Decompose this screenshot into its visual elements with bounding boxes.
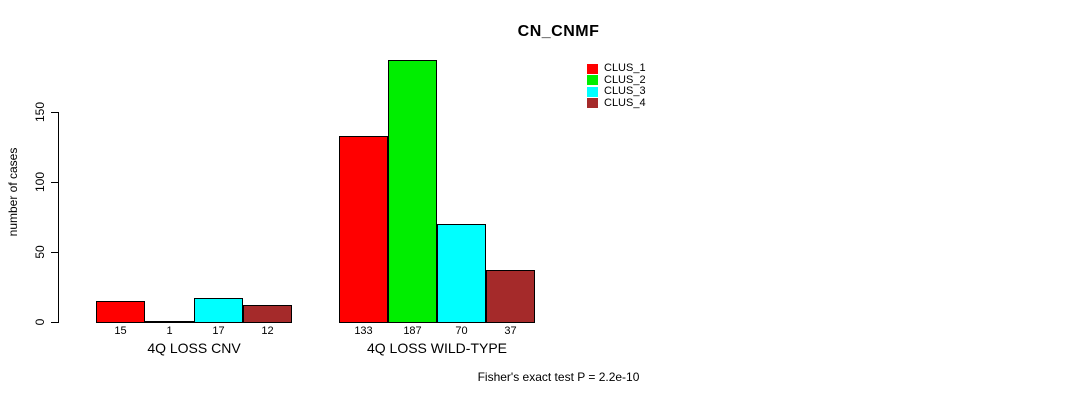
bar-value-label: 12 <box>261 325 274 337</box>
y-axis-tick-label: 150 <box>33 101 47 123</box>
legend-label: CLUS_1 <box>604 62 646 75</box>
legend-item: CLUS_1 <box>587 63 646 75</box>
y-axis-line <box>58 112 59 323</box>
legend-item: CLUS_2 <box>587 73 646 87</box>
y-axis-tick-label: 50 <box>33 245 47 259</box>
bar-clus_4-2 <box>486 270 535 323</box>
legend-item: CLUS_4 <box>587 96 646 110</box>
legend-swatch-icon <box>587 75 598 86</box>
legend-label: CLUS_2 <box>604 73 646 86</box>
bar-value-label: 37 <box>504 325 517 337</box>
y-axis-label: number of cases <box>6 147 20 237</box>
y-axis-tick <box>51 112 58 113</box>
bar-value-label: 133 <box>354 325 373 337</box>
bar-value-label: 70 <box>455 325 468 337</box>
category-label: 4Q LOSS WILD-TYPE <box>366 340 508 356</box>
bar-clus_3-1 <box>194 298 243 323</box>
bar-value-label: 187 <box>403 325 422 337</box>
chart-title: CN_CNMF <box>517 23 600 40</box>
legend-swatch-icon <box>587 86 598 97</box>
y-axis-tick <box>51 252 58 253</box>
legend-swatch-icon <box>587 98 598 109</box>
bar-clus_2-1 <box>145 321 194 323</box>
category-label: 4Q LOSS CNV <box>147 340 241 356</box>
legend-swatch-icon <box>587 63 598 74</box>
y-axis-tick <box>51 322 58 323</box>
legend: CLUS_1 CLUS_2 CLUS_3 CLUS_4 <box>587 63 646 109</box>
legend-label: CLUS_4 <box>604 96 646 109</box>
bar-value-label: 1 <box>166 325 173 337</box>
bar-clus_3-2 <box>437 224 486 323</box>
bar-clus_2-2 <box>388 60 437 323</box>
y-axis-tick <box>51 182 58 183</box>
bar-value-label: 15 <box>114 325 127 337</box>
bar-clus_4-1 <box>243 305 292 323</box>
legend-label: CLUS_3 <box>604 85 646 98</box>
legend-item: CLUS_3 <box>587 86 646 98</box>
bar-clus_1-2 <box>339 136 388 323</box>
bar-value-label: 17 <box>212 325 225 337</box>
bar-clus_1-1 <box>96 301 145 323</box>
y-axis-tick-label: 0 <box>33 318 47 326</box>
fisher-test-annotation: Fisher's exact test P = 2.2e-10 <box>477 370 640 384</box>
y-axis-tick-label: 100 <box>33 171 47 193</box>
